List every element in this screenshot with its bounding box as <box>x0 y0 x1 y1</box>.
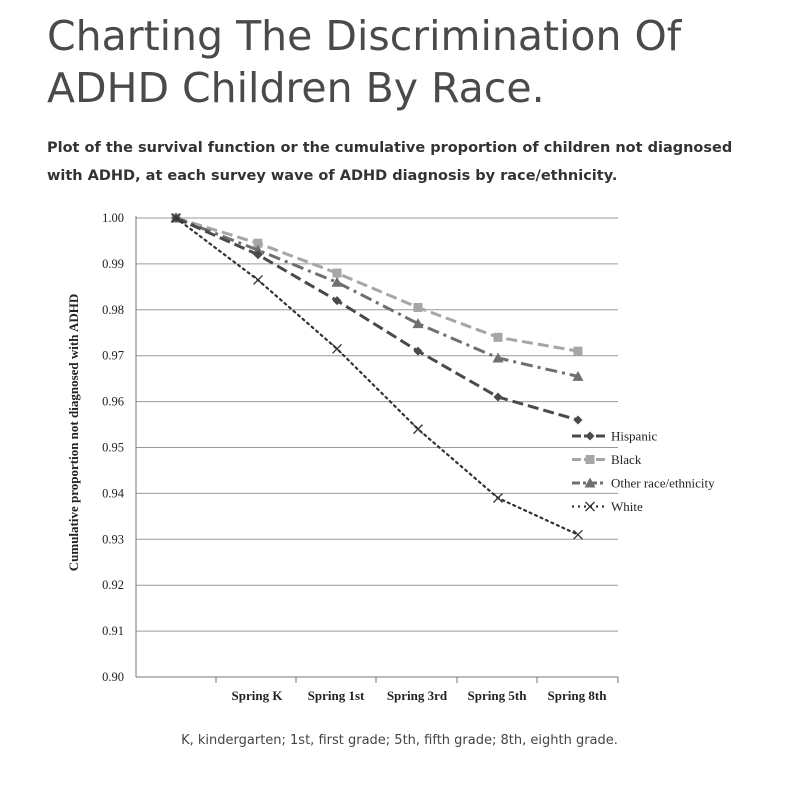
data-point-hispanic <box>573 415 583 425</box>
data-point-hispanic <box>253 250 263 260</box>
page-title: Charting The Discrimination Of ADHD Chil… <box>47 12 682 112</box>
data-point-white <box>253 275 263 285</box>
legend-label-black: Black <box>611 452 642 467</box>
y-tick-label: 0.91 <box>102 624 124 638</box>
chart-figure: 0.90 0.91 0.92 0.93 0.94 0.95 0.96 0.97 0.98 0.99… <box>0 195 799 715</box>
legend-marker-white <box>585 501 595 512</box>
x-tick-label: Spring 8th <box>548 688 608 703</box>
y-tick-label: 0.99 <box>102 257 124 271</box>
y-axis-label: Cumulative proportion not diagnosed with… <box>66 294 81 572</box>
y-tick-label: 0.95 <box>102 441 124 455</box>
x-tick-label: Spring K <box>232 688 284 703</box>
data-point-black <box>573 346 583 356</box>
data-point-other-race-ethnicity <box>331 276 343 287</box>
data-point-other-race-ethnicity <box>572 370 584 381</box>
series-line-black <box>175 216 579 353</box>
data-point-other-race-ethnicity <box>492 352 504 363</box>
data-point-white <box>171 213 181 223</box>
legend-label-hispanic: Hispanic <box>611 429 657 444</box>
legend-marker-hispanic <box>585 431 595 441</box>
line-chart: 0.90 0.91 0.92 0.93 0.94 0.95 0.96 0.97 0.98 0.99… <box>66 211 715 703</box>
series-line-other-race-ethnicity <box>175 216 579 378</box>
data-point-other-race-ethnicity <box>412 318 424 329</box>
data-point-white <box>413 424 423 435</box>
data-point-black <box>253 238 263 248</box>
data-point-hispanic <box>332 296 342 306</box>
y-tick-label: 0.97 <box>102 349 124 363</box>
legend-marker-other-race-ethnicity <box>584 477 596 488</box>
data-point-black <box>413 303 423 313</box>
figure-caption: Plot of the survival function or the cum… <box>47 140 733 184</box>
x-tick-label: Spring 3rd <box>387 688 448 703</box>
y-tick-label: 0.92 <box>102 578 124 592</box>
series-line-white <box>174 216 580 536</box>
data-point-black <box>493 332 503 342</box>
x-tick-label: Spring 5th <box>468 688 528 703</box>
y-tick-label: 0.90 <box>102 670 124 684</box>
data-point-black <box>332 268 342 278</box>
y-tick-label: 0.93 <box>102 532 124 546</box>
footnote: K, kindergarten; 1st, first grade; 5th, … <box>181 733 618 748</box>
x-tick-label: Spring 1st <box>308 688 365 703</box>
legend-marker-black <box>585 455 595 464</box>
y-tick-label: 1.00 <box>102 211 124 225</box>
data-point-white <box>573 529 583 540</box>
legend-label-other-race-ethnicity: Other race/ethnicity <box>611 476 715 491</box>
data-point-hispanic <box>493 392 503 402</box>
legend-label-white: White <box>611 499 643 514</box>
y-tick-label: 0.94 <box>102 486 125 500</box>
data-point-hispanic <box>413 346 423 356</box>
series-line-hispanic <box>175 216 579 422</box>
data-point-white <box>332 343 342 354</box>
data-point-white <box>493 493 503 503</box>
y-tick-label: 0.96 <box>102 395 124 409</box>
y-tick-label: 0.98 <box>102 303 124 317</box>
